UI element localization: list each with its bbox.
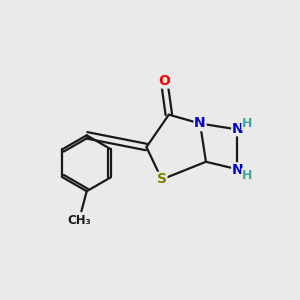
Text: CH₃: CH₃ (67, 214, 91, 226)
Text: N: N (232, 122, 243, 136)
Text: H: H (242, 169, 252, 182)
Text: O: O (158, 74, 170, 88)
Text: H: H (242, 117, 252, 130)
Text: N: N (194, 116, 206, 130)
Text: N: N (232, 163, 243, 177)
Text: S: S (157, 172, 167, 186)
